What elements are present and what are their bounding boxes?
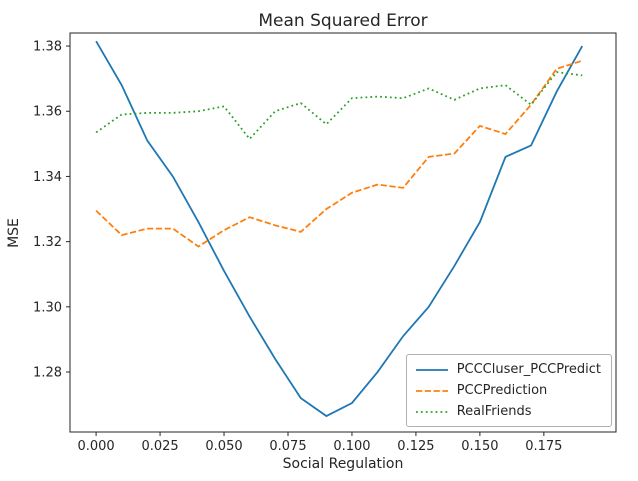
legend: PCCCluser_PCCPredict PCCPrediction RealFri… xyxy=(405,354,612,427)
x-tick-label: 0.100 xyxy=(333,439,370,454)
y-tick-label: 1.32 xyxy=(33,235,62,250)
x-tick-label: 0.150 xyxy=(461,439,498,454)
legend-label: PCCPrediction xyxy=(456,383,548,398)
y-tick-label: 1.28 xyxy=(33,366,62,381)
y-axis-label: MSE xyxy=(6,218,22,248)
x-tick-label: 0.125 xyxy=(397,439,434,454)
x-axis-label: Social Regulation xyxy=(282,456,404,472)
series-line-PCCPrediction xyxy=(95,59,583,248)
x-tick-label: 0.050 xyxy=(205,439,242,454)
x-tick-label: 0.175 xyxy=(525,439,562,454)
x-tick-label: 0.025 xyxy=(141,439,178,454)
x-tick-label: 0.000 xyxy=(77,439,114,454)
y-tick-label: 1.30 xyxy=(33,300,62,315)
legend-line-sample xyxy=(415,410,448,413)
legend-label: PCCCluser_PCCPredict xyxy=(456,362,601,377)
y-tick-label: 1.34 xyxy=(33,170,62,185)
legend-label: RealFriends xyxy=(456,404,532,419)
legend-entry: RealFriends xyxy=(415,404,601,419)
y-tick-label: 1.36 xyxy=(33,105,62,120)
legend-line-sample xyxy=(415,389,448,392)
legend-entry: PCCPrediction xyxy=(415,383,601,398)
chart-title: Mean Squared Error xyxy=(258,11,428,31)
axes-box xyxy=(69,32,617,433)
series-line-RealFriends xyxy=(95,71,583,141)
y-tick-label: 1.38 xyxy=(33,40,62,55)
legend-entry: PCCCluser_PCCPredict xyxy=(415,362,601,377)
x-tick-label: 0.075 xyxy=(269,439,306,454)
series-line-PCCCluser_PCCPredict xyxy=(95,40,584,418)
legend-line-sample xyxy=(415,368,448,371)
